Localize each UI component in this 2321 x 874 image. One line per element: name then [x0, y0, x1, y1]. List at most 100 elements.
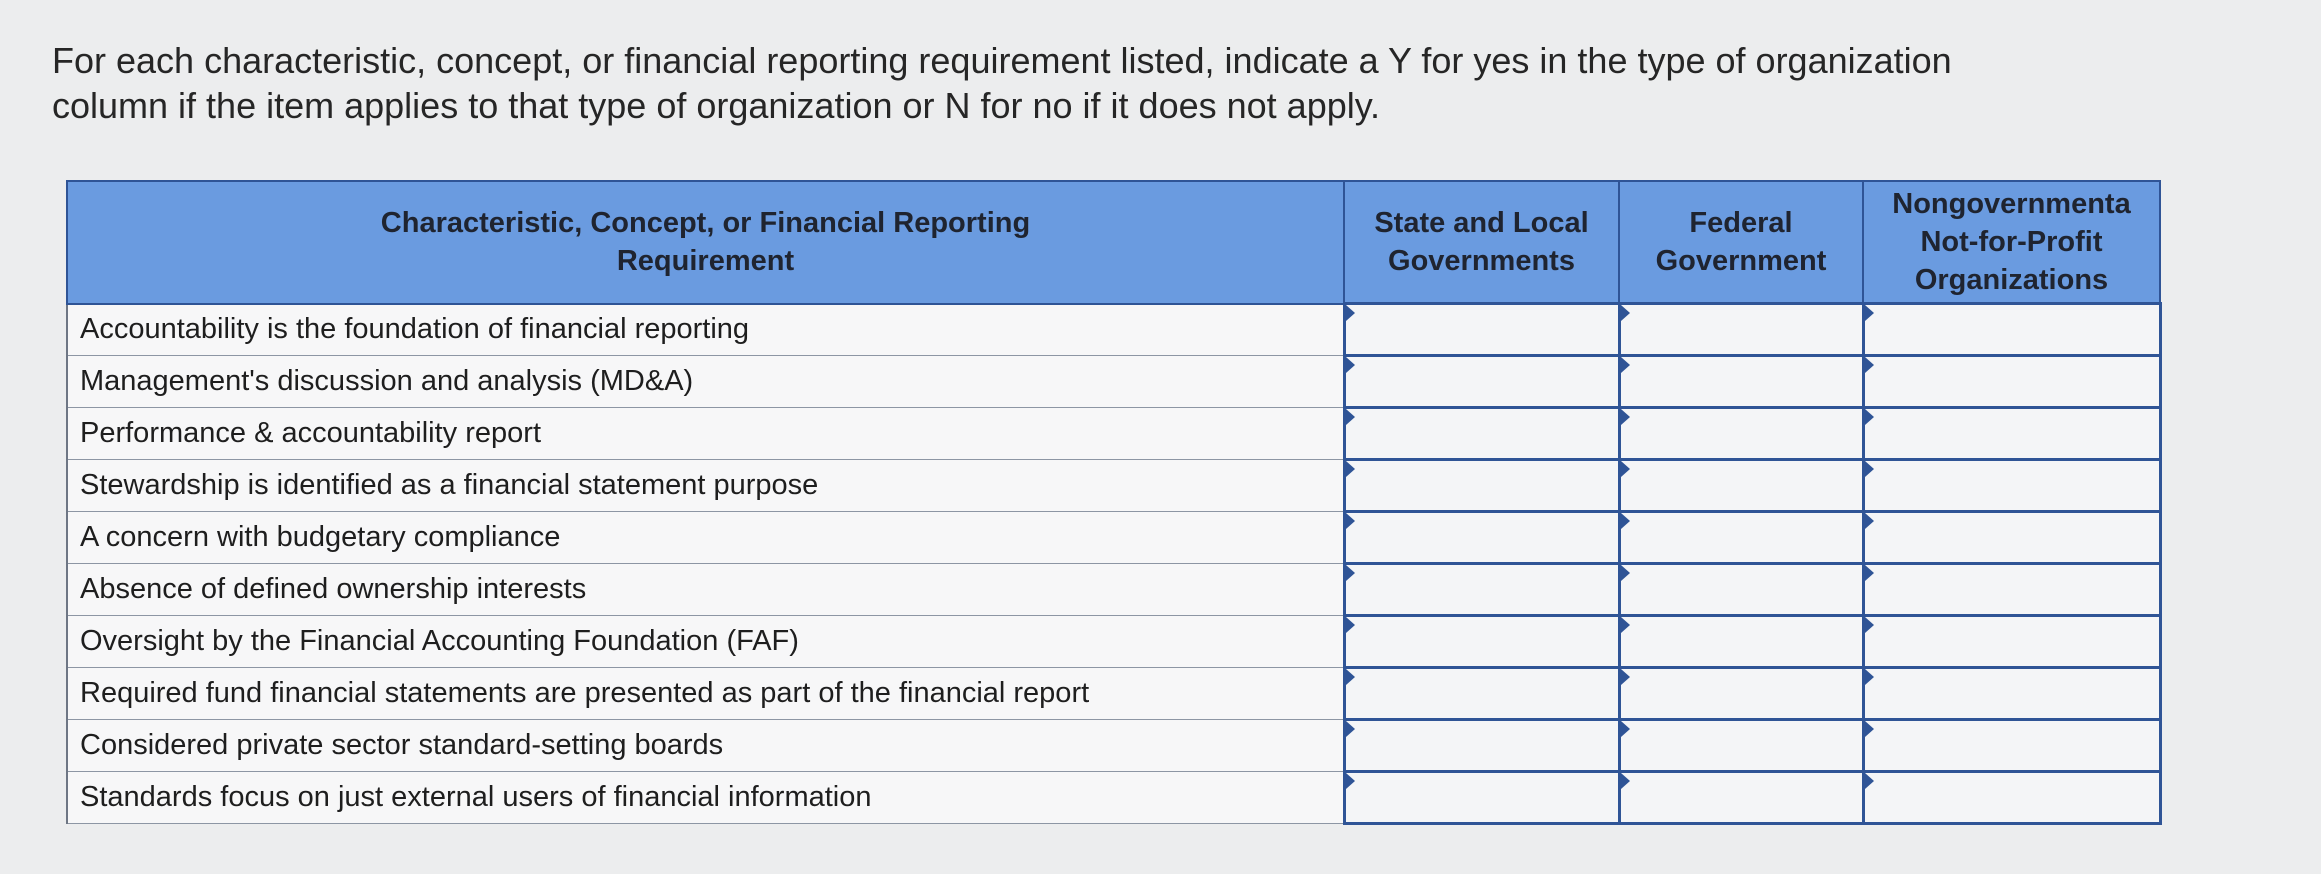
answer-cell-state-local[interactable]: [1342, 770, 1621, 825]
answer-input-nfp[interactable]: [1866, 306, 2157, 353]
cell-marker-icon: [1622, 566, 1630, 581]
cell-marker-icon: [1622, 774, 1630, 789]
table-row: Stewardship is identified as a financial…: [66, 458, 2162, 513]
answer-cell-state-local[interactable]: [1342, 666, 1621, 721]
answer-input-nfp[interactable]: [1866, 722, 2157, 769]
answer-cell-state-local[interactable]: [1342, 562, 1621, 617]
row-item-label: Accountability is the foundation of fina…: [66, 303, 1345, 356]
answer-cell-nfp[interactable]: [1861, 666, 2162, 721]
answer-cell-state-local[interactable]: [1342, 510, 1621, 565]
answer-cell-federal[interactable]: [1617, 666, 1865, 721]
answer-input-nfp[interactable]: [1866, 410, 2157, 457]
header-nfp-line-1: Nongovernmenta: [1892, 188, 2131, 220]
table-row: A concern with budgetary compliance: [66, 510, 2162, 565]
answer-cell-nfp[interactable]: [1861, 406, 2162, 461]
header-state-local-governments: State and Local Governments: [1343, 180, 1620, 305]
answer-input-state-local[interactable]: [1347, 774, 1616, 821]
answer-cell-state-local[interactable]: [1342, 614, 1621, 669]
answer-cell-federal[interactable]: [1617, 406, 1865, 461]
cell-marker-icon: [1866, 514, 1874, 529]
answer-cell-nfp[interactable]: [1861, 614, 2162, 669]
classification-table-container: Characteristic, Concept, or Financial Re…: [66, 180, 2162, 825]
answer-input-nfp[interactable]: [1866, 566, 2157, 613]
answer-input-federal[interactable]: [1622, 670, 1860, 717]
cell-marker-icon: [1866, 566, 1874, 581]
answer-input-state-local[interactable]: [1347, 722, 1616, 769]
header-nfp-line-3: Organizations: [1914, 264, 2109, 296]
answer-cell-nfp[interactable]: [1861, 770, 2162, 825]
header-federal-line-1: Federal: [1689, 207, 1793, 239]
answer-input-federal[interactable]: [1622, 722, 1860, 769]
answer-cell-state-local[interactable]: [1342, 458, 1621, 513]
cell-marker-icon: [1347, 462, 1355, 477]
answer-cell-nfp[interactable]: [1861, 562, 2162, 617]
row-item-label: Oversight by the Financial Accounting Fo…: [66, 615, 1345, 668]
cell-marker-icon: [1866, 618, 1874, 633]
answer-input-state-local[interactable]: [1347, 514, 1616, 561]
answer-cell-state-local[interactable]: [1342, 406, 1621, 461]
instructions-text: For each characteristic, concept, or fin…: [52, 38, 2252, 128]
table-row: Performance & accountability report: [66, 406, 2162, 461]
answer-input-federal[interactable]: [1622, 514, 1860, 561]
row-item-label: Required fund financial statements are p…: [66, 667, 1345, 720]
answer-input-state-local[interactable]: [1347, 566, 1616, 613]
answer-input-federal[interactable]: [1622, 618, 1860, 665]
answer-input-state-local[interactable]: [1347, 358, 1616, 405]
answer-cell-federal[interactable]: [1617, 510, 1865, 565]
cell-marker-icon: [1347, 722, 1355, 737]
cell-marker-icon: [1622, 358, 1630, 373]
classification-table: Characteristic, Concept, or Financial Re…: [66, 180, 2162, 825]
answer-cell-nfp[interactable]: [1861, 354, 2162, 409]
cell-marker-icon: [1866, 670, 1874, 685]
answer-cell-state-local[interactable]: [1342, 354, 1621, 409]
answer-input-federal[interactable]: [1622, 566, 1860, 613]
answer-cell-nfp[interactable]: [1861, 458, 2162, 513]
cell-marker-icon: [1347, 358, 1355, 373]
answer-cell-federal[interactable]: [1617, 302, 1865, 357]
answer-cell-state-local[interactable]: [1342, 302, 1621, 357]
answer-cell-nfp[interactable]: [1861, 718, 2162, 773]
answer-input-federal[interactable]: [1622, 410, 1860, 457]
answer-input-state-local[interactable]: [1347, 410, 1616, 457]
answer-cell-federal[interactable]: [1617, 614, 1865, 669]
answer-input-federal[interactable]: [1622, 358, 1860, 405]
answer-cell-federal[interactable]: [1617, 562, 1865, 617]
row-item-label: Performance & accountability report: [66, 407, 1345, 460]
answer-cell-nfp[interactable]: [1861, 302, 2162, 357]
header-nfp-line-2: Not-for-Profit: [1920, 226, 2103, 258]
cell-marker-icon: [1866, 410, 1874, 425]
answer-input-federal[interactable]: [1622, 306, 1860, 353]
cell-marker-icon: [1347, 774, 1355, 789]
answer-input-nfp[interactable]: [1866, 514, 2157, 561]
answer-cell-state-local[interactable]: [1342, 718, 1621, 773]
answer-cell-federal[interactable]: [1617, 718, 1865, 773]
answer-input-nfp[interactable]: [1866, 618, 2157, 665]
answer-input-nfp[interactable]: [1866, 462, 2157, 509]
answer-input-state-local[interactable]: [1347, 670, 1616, 717]
answer-input-federal[interactable]: [1622, 774, 1860, 821]
answer-input-nfp[interactable]: [1866, 358, 2157, 405]
row-item-label: Considered private sector standard-setti…: [66, 719, 1345, 772]
cell-marker-icon: [1622, 514, 1630, 529]
table-body: Accountability is the foundation of fina…: [66, 302, 2162, 825]
answer-input-federal[interactable]: [1622, 462, 1860, 509]
cell-marker-icon: [1866, 774, 1874, 789]
instructions-line-1: For each characteristic, concept, or fin…: [52, 40, 1952, 81]
table-row: Required fund financial statements are p…: [66, 666, 2162, 721]
answer-input-nfp[interactable]: [1866, 670, 2157, 717]
cell-marker-icon: [1347, 410, 1355, 425]
header-nongovernmental-nfp: Nongovernmenta Not-for-Profit Organizati…: [1862, 180, 2161, 305]
answer-cell-nfp[interactable]: [1861, 510, 2162, 565]
answer-cell-federal[interactable]: [1617, 354, 1865, 409]
answer-cell-federal[interactable]: [1617, 458, 1865, 513]
header-characteristic: Characteristic, Concept, or Financial Re…: [66, 180, 1345, 305]
answer-input-state-local[interactable]: [1347, 462, 1616, 509]
answer-input-nfp[interactable]: [1866, 774, 2157, 821]
answer-input-state-local[interactable]: [1347, 306, 1616, 353]
row-item-label: Standards focus on just external users o…: [66, 771, 1345, 824]
header-state-local-line-2: Governments: [1388, 245, 1575, 277]
header-characteristic-line-1: Characteristic, Concept, or Financial Re…: [380, 207, 1031, 240]
cell-marker-icon: [1622, 410, 1630, 425]
answer-input-state-local[interactable]: [1347, 618, 1616, 665]
answer-cell-federal[interactable]: [1617, 770, 1865, 825]
